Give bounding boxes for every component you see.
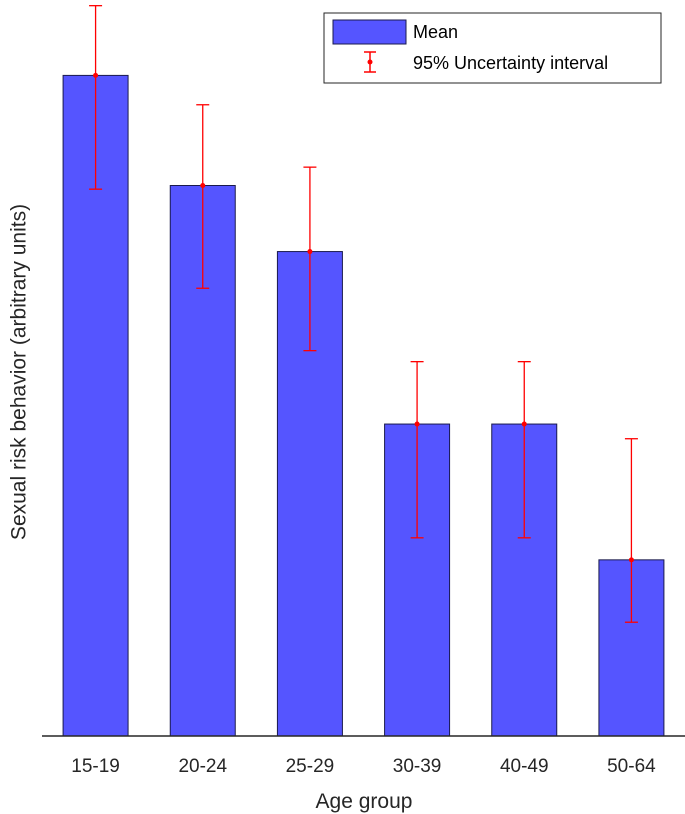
- error-bar-15-19: [89, 5, 103, 190]
- x-tick-label-25-29: 25-29: [286, 756, 335, 777]
- error-bar-50-64: [624, 438, 638, 623]
- x-tick-label-15-19: 15-19: [71, 756, 120, 777]
- x-axis-label: Age group: [316, 790, 413, 813]
- x-tick-label-20-24: 20-24: [178, 756, 227, 777]
- bars-layer: [62, 74, 665, 737]
- error-bar-25-29: [303, 166, 317, 352]
- x-tick-label-30-39: 30-39: [393, 756, 442, 777]
- error-bars-layer: [89, 5, 638, 623]
- error-bar-40-49: [517, 361, 531, 539]
- x-tick-labels: 15-19 20-24 25-29 30-39 40-49 50-64: [71, 756, 656, 777]
- error-bar-30-39: [410, 361, 424, 539]
- x-tick-label-50-64: 50-64: [607, 756, 656, 777]
- error-bar-20-24: [196, 104, 210, 289]
- x-tick-label-40-49: 40-49: [500, 756, 549, 777]
- legend-swatch-mean: [332, 19, 407, 45]
- legend-label-mean: Mean: [413, 22, 458, 42]
- legend: Mean 95% Uncertainty interval: [323, 12, 662, 84]
- legend-label-interval: 95% Uncertainty interval: [413, 53, 608, 73]
- legend-swatch-interval: [364, 51, 376, 73]
- y-axis-label: Sexual risk behavior (arbitrary units): [8, 204, 31, 540]
